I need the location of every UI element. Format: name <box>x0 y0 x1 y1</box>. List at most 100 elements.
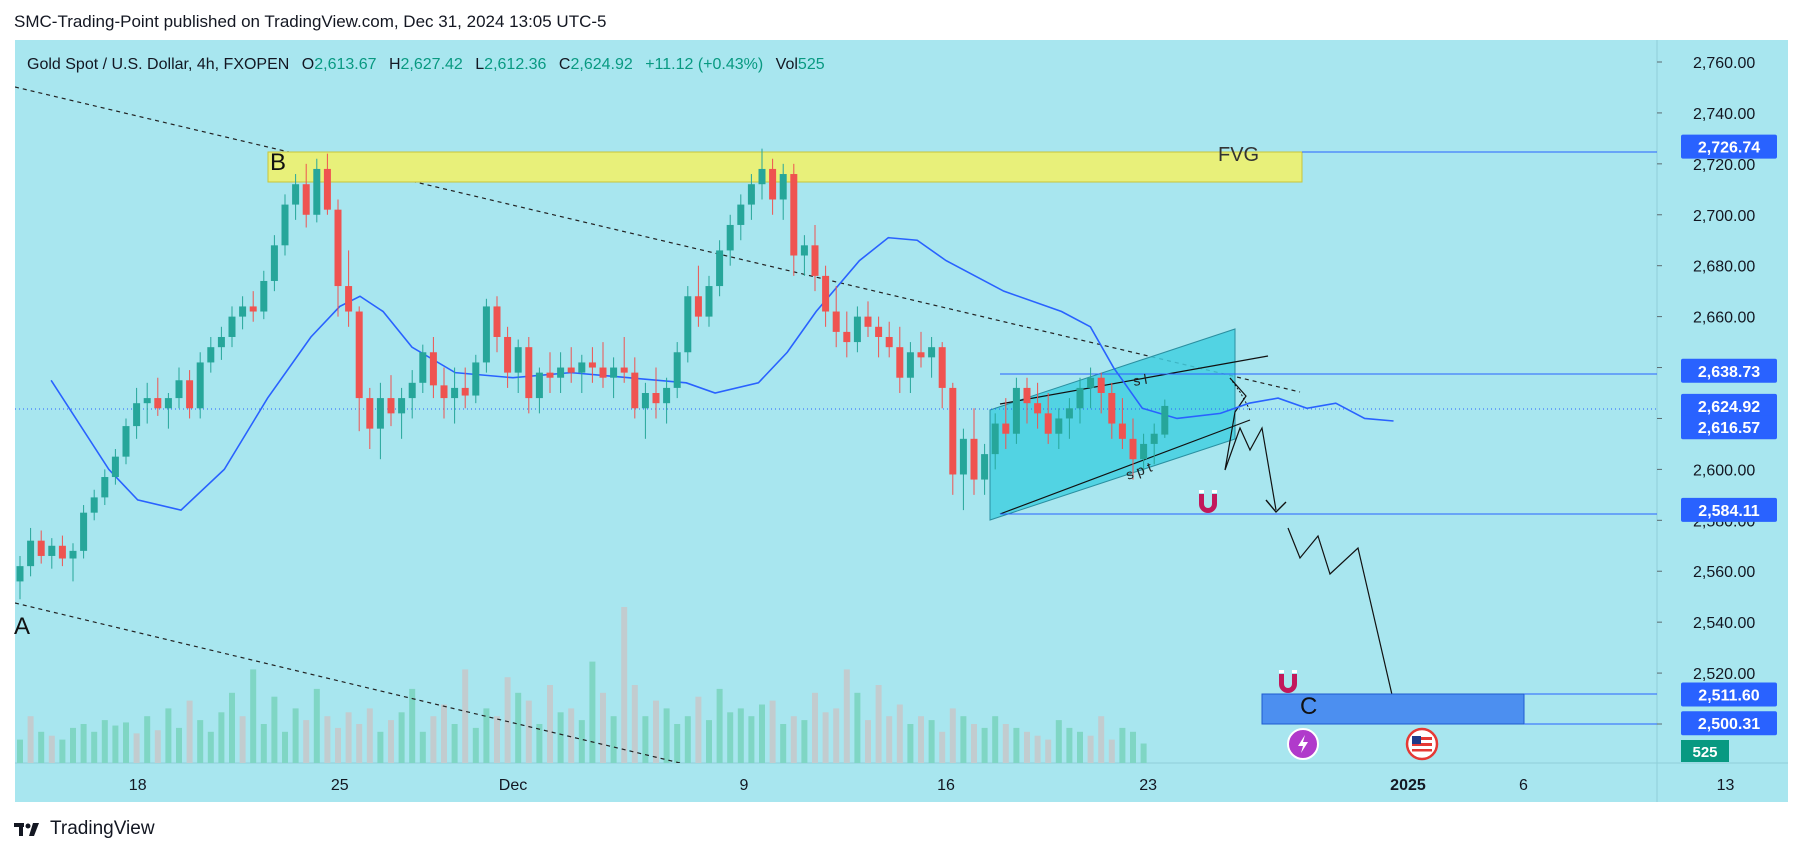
tradingview-footer[interactable]: TradingView <box>14 818 155 840</box>
volume-bar <box>165 708 172 763</box>
volume-bar <box>653 700 659 763</box>
candle-body <box>684 296 692 353</box>
sl-label: s l <box>1132 371 1149 389</box>
candle-body <box>896 347 904 378</box>
us-flag-event-icon[interactable] <box>1405 727 1439 761</box>
y-tick-label: 2,760.00 <box>1693 55 1755 72</box>
time-axis-ticks: 18 25 Dec 9 16 23 2025 6 13 <box>129 777 1735 794</box>
y-tick-label: 2,680.00 <box>1693 259 1755 276</box>
candle <box>610 357 618 399</box>
point-b-label: B <box>270 149 286 176</box>
volume-bar <box>737 708 744 763</box>
volume-bar <box>1087 735 1094 763</box>
candle-body <box>578 362 586 373</box>
x-tick-label: 6 <box>1519 777 1528 794</box>
price-label[interactable]: 2,511.60 <box>1681 682 1777 707</box>
price-axis-labels: 2,726.742,638.732,624.9254:142,616.572,5… <box>1681 134 1777 736</box>
price-label[interactable]: 2,616.57 <box>1681 415 1777 440</box>
candle <box>578 354 586 393</box>
candle-body <box>716 250 724 287</box>
candle-body <box>313 168 321 215</box>
lightning-event-icon[interactable] <box>1287 728 1319 760</box>
volume-bar <box>398 712 405 763</box>
candle-body <box>631 372 639 409</box>
volume-bar <box>462 669 469 763</box>
candle <box>800 235 808 276</box>
candle-body <box>90 497 98 513</box>
tradingview-logo-icon <box>14 823 39 836</box>
candle-body <box>546 372 554 378</box>
candle <box>843 311 851 358</box>
candle-body <box>599 367 607 378</box>
volume-bar <box>441 704 447 763</box>
y-tick-label: 2,520.00 <box>1693 666 1755 683</box>
price-label[interactable]: 2,500.31 <box>1681 711 1777 736</box>
volume-bar <box>578 720 585 763</box>
candle-body <box>154 398 162 409</box>
volume-bar <box>589 661 596 763</box>
volume-bar <box>494 716 500 763</box>
candle-body <box>875 326 883 337</box>
candle <box>260 270 268 320</box>
candle-body <box>419 352 427 383</box>
volume-bar <box>684 716 691 763</box>
candle <box>207 336 215 373</box>
volume-bar <box>27 716 34 763</box>
candle <box>949 382 957 495</box>
candle <box>514 339 522 393</box>
volume-bar <box>1045 739 1052 763</box>
volume-bar <box>727 712 734 763</box>
moving-average-line <box>50 236 1394 512</box>
rising-channel[interactable] <box>989 328 1236 521</box>
magnet-icon[interactable] <box>1199 490 1217 513</box>
volume-bar <box>154 730 161 763</box>
volume-badge-text: 525 <box>1692 744 1717 761</box>
candle-body <box>726 224 734 251</box>
candle <box>175 367 183 409</box>
point-a-label: A <box>14 613 30 640</box>
candle-body <box>588 362 596 368</box>
channel-upper-line <box>999 355 1269 405</box>
candle-body <box>800 245 808 256</box>
candle-body <box>1108 393 1116 424</box>
candle-body <box>525 347 533 399</box>
volume-bar <box>886 716 893 763</box>
candle <box>1150 423 1158 465</box>
candle <box>429 336 437 399</box>
volume-bar <box>525 700 532 763</box>
candle-body <box>938 347 946 388</box>
candle <box>1161 399 1169 438</box>
x-tick-label: 25 <box>331 777 349 794</box>
price-label[interactable]: 2,726.74 <box>1681 134 1777 159</box>
legend-low-value: 2,612.36 <box>484 56 546 73</box>
candle <box>1118 398 1126 450</box>
volume-bar <box>1130 731 1136 763</box>
volume-bar <box>790 716 797 763</box>
legend-vol-label: Vol <box>776 56 798 73</box>
candle-body <box>610 367 618 378</box>
candle <box>281 194 289 256</box>
price-label[interactable]: 2,584.11 <box>1681 497 1777 522</box>
candle <box>535 367 543 414</box>
symbol-legend[interactable]: Gold Spot / U.S. Dollar, 4h, FXOPEN O2,6… <box>27 56 825 73</box>
volume-bar <box>875 685 882 763</box>
target-zone[interactable] <box>1261 693 1525 725</box>
volume-bar <box>324 716 331 763</box>
volume-bar <box>271 696 278 763</box>
candle <box>525 336 533 414</box>
candle <box>27 527 35 577</box>
magnet-icon-target[interactable] <box>1279 670 1297 693</box>
price-label[interactable]: 2,638.73 <box>1681 358 1777 383</box>
volume-bar <box>218 712 225 763</box>
candle <box>239 296 247 330</box>
candle <box>164 393 172 429</box>
candle <box>408 370 416 419</box>
volume-bar <box>123 722 129 763</box>
candle-body <box>292 184 300 205</box>
candle-body <box>143 398 151 404</box>
candle <box>1055 408 1063 450</box>
candle <box>663 377 671 424</box>
candle-body <box>673 352 681 388</box>
volume-bar <box>366 708 373 763</box>
